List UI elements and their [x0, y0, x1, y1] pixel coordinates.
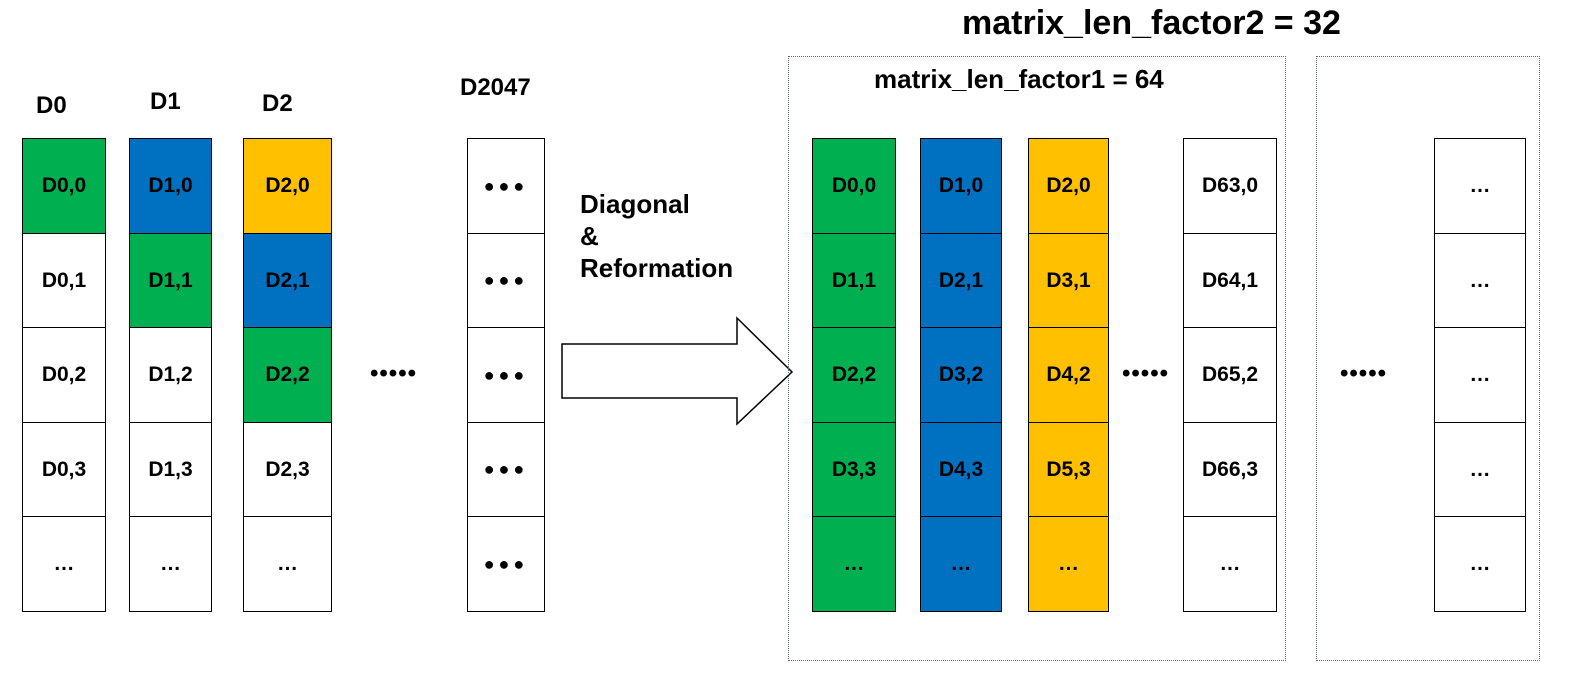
reformed-column-0: D0,0 D1,1 D2,2 D3,3… — [812, 138, 896, 612]
source-col0-cell-3: D0,3 — [22, 421, 106, 518]
ellipsis-left: ••••• — [370, 360, 418, 387]
source-col2-cell-0: D2,0 — [243, 138, 332, 234]
reformed-col0-cell-4: … — [812, 516, 896, 612]
source-col1-cell-3: D1,3 — [129, 421, 212, 518]
source-col1-cell-2: D1,2 — [129, 327, 212, 423]
second-group-column: …………… — [1434, 138, 1526, 612]
group-box-2 — [1316, 56, 1540, 661]
second-group-cell-4: … — [1434, 516, 1526, 612]
reformed-column-1: D1,0 D2,1 D3,2 D4,3… — [920, 138, 1002, 612]
second-group-cell-2: … — [1434, 327, 1526, 423]
reformed-col0-cell-1: D1,1 — [812, 232, 896, 329]
ellipsis-right-inner: ••••• — [1122, 360, 1170, 387]
source-col0-cell-4: … — [22, 516, 106, 612]
source-col0-cell-2: D0,2 — [22, 327, 106, 423]
inner-label: matrix_len_factor1 = 64 — [874, 64, 1164, 94]
source-col0-cell-0: D0,0 — [22, 138, 106, 234]
source-col1-cell-1: D1,1 — [129, 232, 212, 329]
transform-label: Diagonal & Reformation — [580, 188, 733, 284]
reformed-col3-cell-1: D64,1 — [1183, 232, 1277, 329]
reformed-col2-cell-1: D3,1 — [1028, 232, 1109, 329]
reformed-col2-cell-2: D4,2 — [1028, 327, 1109, 423]
transform-arrow — [561, 316, 794, 426]
source-col3-cell-0: ●●● — [467, 138, 545, 234]
reformed-col3-cell-4: … — [1183, 516, 1277, 612]
group-box-1 — [788, 56, 1286, 661]
source-column-d2: D2,0 D2,1 D2,2 D2,3… — [243, 138, 332, 612]
reformed-col3-cell-2: D65,2 — [1183, 327, 1277, 423]
source-column-d0: D0,0 D0,1 D0,2 D0,3… — [22, 138, 106, 612]
column-header-d1: D1 — [150, 88, 181, 115]
reformed-col0-cell-0: D0,0 — [812, 138, 896, 234]
transform-label-line3: Reformation — [580, 253, 734, 283]
reformed-column-63: D63,0 D64,1 D65,2 D66,3… — [1183, 138, 1277, 612]
reformed-col1-cell-1: D2,1 — [920, 232, 1002, 329]
source-col2-cell-3: D2,3 — [243, 421, 332, 518]
source-col1-cell-0: D1,0 — [129, 138, 212, 234]
reformed-col2-cell-4: … — [1028, 516, 1109, 612]
reformed-col2-cell-0: D2,0 — [1028, 138, 1109, 234]
outer-label: matrix_len_factor2 = 32 — [962, 4, 1341, 42]
second-group-cell-3: … — [1434, 421, 1526, 518]
reformed-col1-cell-3: D4,3 — [920, 421, 1002, 518]
reformed-col1-cell-4: … — [920, 516, 1002, 612]
column-header-d2: D2 — [262, 90, 293, 117]
source-col2-cell-4: … — [243, 516, 332, 612]
source-col3-cell-1: ●●● — [467, 232, 545, 329]
source-col3-cell-2: ●●● — [467, 327, 545, 423]
source-col3-cell-4: ●●● — [467, 516, 545, 612]
reformed-col3-cell-0: D63,0 — [1183, 138, 1277, 234]
transform-label-line1: Diagonal — [580, 189, 690, 219]
source-col0-cell-1: D0,1 — [22, 232, 106, 329]
ellipsis-between-groups: ••••• — [1340, 360, 1388, 387]
reformed-col0-cell-2: D2,2 — [812, 327, 896, 423]
reformed-col2-cell-3: D5,3 — [1028, 421, 1109, 518]
reformed-col3-cell-3: D66,3 — [1183, 421, 1277, 518]
source-col2-cell-2: D2,2 — [243, 327, 332, 423]
transform-label-line2: & — [580, 221, 599, 251]
reformed-column-2: D2,0 D3,1 D4,2 D5,3… — [1028, 138, 1109, 612]
source-col2-cell-1: D2,1 — [243, 232, 332, 329]
source-col1-cell-4: … — [129, 516, 212, 612]
source-column-d2047: ●●● ●●● ●●● ●●● ●●● — [467, 138, 545, 612]
second-group-cell-1: … — [1434, 232, 1526, 329]
reformed-col1-cell-0: D1,0 — [920, 138, 1002, 234]
column-header-d0: D0 — [36, 92, 67, 119]
source-column-d1: D1,0 D1,1 D1,2 D1,3… — [129, 138, 212, 612]
reformed-col1-cell-2: D3,2 — [920, 327, 1002, 423]
second-group-cell-0: … — [1434, 138, 1526, 234]
source-col3-cell-3: ●●● — [467, 421, 545, 518]
column-header-d2047: D2047 — [460, 74, 531, 101]
reformed-col0-cell-3: D3,3 — [812, 421, 896, 518]
